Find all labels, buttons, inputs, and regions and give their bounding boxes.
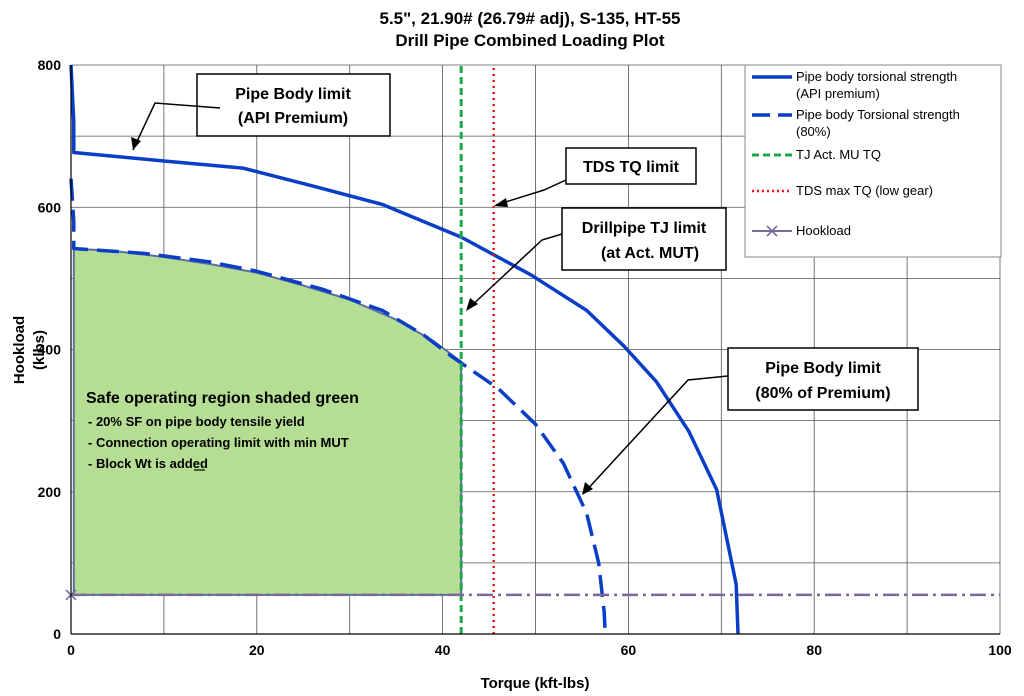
arrow-head-icon — [582, 482, 593, 495]
legend-label: Hookload — [796, 223, 851, 238]
legend-label: (API premium) — [796, 86, 880, 101]
x-axis-label: Torque (kft-lbs) — [481, 675, 590, 692]
legend-entry-hookload: Hookload — [752, 223, 851, 238]
x-tick-label: 100 — [988, 642, 1012, 658]
series-line-0 — [69, 64, 740, 635]
safe-region-title: Safe operating region shaded green — [86, 390, 359, 407]
safe-region-bullet: - 20% SF on pipe body tensile yield — [88, 414, 305, 429]
callout-line-1: Drillpipe TJ limit — [582, 220, 707, 237]
callout-line-1: TDS TQ limit — [583, 159, 680, 176]
legend-label: TDS max TQ (low gear) — [796, 183, 933, 198]
y-axis-label: Hookload (klbs) — [11, 316, 48, 384]
legend-box — [744, 64, 1002, 258]
x-tick-label: 40 — [435, 642, 451, 658]
arrow-head-icon — [466, 298, 478, 311]
callout-drillpipe-tj-limit: Drillpipe TJ limit (at Act. MUT) — [466, 207, 727, 311]
legend-label: Pipe body torsional strength — [796, 69, 957, 84]
callout-line-2: (at Act. MUT) — [601, 245, 699, 262]
x-tick-label: 80 — [806, 642, 822, 658]
y-axis-title-line-1: Hookload — [11, 316, 28, 384]
x-axis-title: Torque (kft-lbs) — [481, 675, 590, 692]
x-tick-label: 20 — [249, 642, 265, 658]
x-tick-label: 0 — [67, 642, 75, 658]
legend-entry-tds-max-tq: TDS max TQ (low gear) — [752, 183, 933, 198]
y-tick-label: 0 — [53, 626, 61, 642]
callout-line-2: (API Premium) — [238, 110, 348, 127]
y-tick-label: 200 — [38, 484, 62, 500]
callout-pipe-body-80: Pipe Body limit (80% of Premium) — [582, 347, 919, 495]
x-marker-icon — [766, 225, 778, 237]
x-tick-label: 60 — [621, 642, 637, 658]
safe-region-note: Safe operating region shaded green - 20%… — [86, 390, 359, 471]
legend-label: Pipe body Torsional strength — [796, 107, 960, 122]
chart-title: 5.5", 21.90# (26.79# adj), S-135, HT-55 — [379, 9, 680, 28]
legend-entry-pipe-body-80: Pipe body Torsional strength (80%) — [752, 107, 960, 139]
y-tick-label: 600 — [38, 199, 62, 215]
safe-region-bullet: - Connection operating limit with min MU… — [88, 435, 349, 450]
arrow-head-icon — [494, 198, 508, 207]
callout-tds-tq-limit: TDS TQ limit — [494, 147, 697, 207]
chart-subtitle: Drill Pipe Combined Loading Plot — [395, 31, 665, 50]
legend-label: (80%) — [796, 124, 831, 139]
callout-line-1: Pipe Body limit — [765, 360, 881, 377]
y-tick-label: 800 — [38, 57, 62, 73]
callout-line-2: (80% of Premium) — [755, 385, 890, 402]
series-line-1 — [69, 178, 607, 635]
arrow-head-icon — [131, 137, 141, 150]
callout-pipe-body-api: Pipe Body limit (API Premium) — [131, 73, 391, 151]
y-axis-title-line-2: (klbs) — [31, 330, 48, 370]
safe-region-bullet: - Block Wt is added — [88, 456, 208, 471]
legend-label: TJ Act. MU TQ — [796, 147, 881, 162]
callout-line-1: Pipe Body limit — [235, 86, 351, 103]
y-tick-label: 400 — [38, 342, 62, 358]
legend-entry-pipe-body-api: Pipe body torsional strength (API premiu… — [752, 69, 957, 101]
legend: Pipe body torsional strength (API premiu… — [744, 64, 1002, 258]
legend-entry-tj-mu-tq: TJ Act. MU TQ — [752, 147, 881, 162]
